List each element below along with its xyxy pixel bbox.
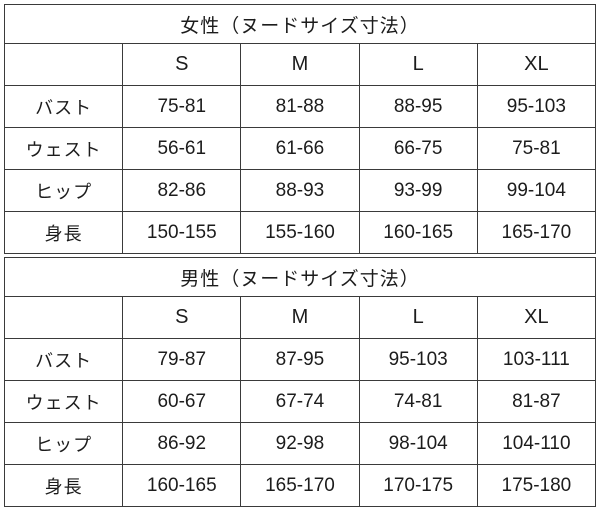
table-title-row-men: 男性（ヌードサイズ寸法） <box>4 257 596 297</box>
size-header-row-men: S M L XL <box>3 296 597 339</box>
table-row-height-women: 身長 150-155 155-160 160-165 165-170 <box>3 211 597 254</box>
table-title-men: 男性（ヌードサイズ寸法） <box>4 257 596 297</box>
value-waist-l-men: 74-81 <box>358 380 478 423</box>
value-waist-xl-men: 81-87 <box>476 380 597 423</box>
row-label-bust-men: バスト <box>3 338 124 381</box>
value-bust-m-men: 87-95 <box>240 338 360 381</box>
row-label-hip-women: ヒップ <box>3 169 124 212</box>
corner-cell-men <box>3 296 124 339</box>
value-waist-s-women: 56-61 <box>122 127 242 170</box>
value-waist-m-women: 61-66 <box>240 127 360 170</box>
value-waist-m-men: 67-74 <box>240 380 360 423</box>
value-height-l-men: 170-175 <box>358 464 478 507</box>
value-hip-s-women: 82-86 <box>122 169 242 212</box>
value-bust-s-women: 75-81 <box>122 85 242 128</box>
table-row-hip-women: ヒップ 82-86 88-93 93-99 99-104 <box>3 169 597 212</box>
value-height-m-women: 155-160 <box>240 211 360 254</box>
table-row-waist-men: ウェスト 60-67 67-74 74-81 81-87 <box>3 380 597 423</box>
value-waist-xl-women: 75-81 <box>476 127 597 170</box>
value-waist-s-men: 60-67 <box>122 380 242 423</box>
size-header-s-women: S <box>122 43 242 86</box>
value-bust-xl-women: 95-103 <box>476 85 597 128</box>
value-hip-xl-men: 104-110 <box>476 422 597 465</box>
row-label-waist-women: ウェスト <box>3 127 124 170</box>
corner-cell-women <box>3 43 124 86</box>
value-height-xl-men: 175-180 <box>476 464 597 507</box>
size-header-row-women: S M L XL <box>3 43 597 86</box>
value-hip-l-women: 93-99 <box>358 169 478 212</box>
row-label-hip-men: ヒップ <box>3 422 124 465</box>
value-bust-l-women: 88-95 <box>358 85 478 128</box>
value-hip-m-women: 88-93 <box>240 169 360 212</box>
value-height-s-men: 160-165 <box>122 464 242 507</box>
row-label-waist-men: ウェスト <box>3 380 124 423</box>
table-row-bust-men: バスト 79-87 87-95 95-103 103-111 <box>3 338 597 381</box>
table-row-height-men: 身長 160-165 165-170 170-175 175-180 <box>3 464 597 507</box>
value-height-m-men: 165-170 <box>240 464 360 507</box>
value-hip-l-men: 98-104 <box>358 422 478 465</box>
value-height-xl-women: 165-170 <box>476 211 597 254</box>
table-row-bust-women: バスト 75-81 81-88 88-95 95-103 <box>3 85 597 128</box>
table-row-waist-women: ウェスト 56-61 61-66 66-75 75-81 <box>3 127 597 170</box>
value-bust-m-women: 81-88 <box>240 85 360 128</box>
row-label-height-women: 身長 <box>3 211 124 254</box>
value-hip-s-men: 86-92 <box>122 422 242 465</box>
size-header-xl-men: XL <box>476 296 597 339</box>
size-header-l-women: L <box>358 43 478 86</box>
value-hip-xl-women: 99-104 <box>476 169 597 212</box>
value-bust-l-men: 95-103 <box>358 338 478 381</box>
size-header-s-men: S <box>122 296 242 339</box>
size-chart-table-women: 女性（ヌードサイズ寸法） S M L XL バスト 75-81 81-88 88… <box>3 4 597 254</box>
size-chart-table-men: 男性（ヌードサイズ寸法） S M L XL バスト 79-87 87-95 95… <box>3 257 597 507</box>
table-row-hip-men: ヒップ 86-92 92-98 98-104 104-110 <box>3 422 597 465</box>
table-title-row-women: 女性（ヌードサイズ寸法） <box>4 4 596 44</box>
value-hip-m-men: 92-98 <box>240 422 360 465</box>
row-label-bust-women: バスト <box>3 85 124 128</box>
row-label-height-men: 身長 <box>3 464 124 507</box>
size-header-xl-women: XL <box>476 43 597 86</box>
value-waist-l-women: 66-75 <box>358 127 478 170</box>
value-height-l-women: 160-165 <box>358 211 478 254</box>
size-header-m-men: M <box>240 296 360 339</box>
size-header-m-women: M <box>240 43 360 86</box>
table-title-women: 女性（ヌードサイズ寸法） <box>4 4 596 44</box>
value-bust-xl-men: 103-111 <box>476 338 597 381</box>
size-header-l-men: L <box>358 296 478 339</box>
value-height-s-women: 150-155 <box>122 211 242 254</box>
value-bust-s-men: 79-87 <box>122 338 242 381</box>
